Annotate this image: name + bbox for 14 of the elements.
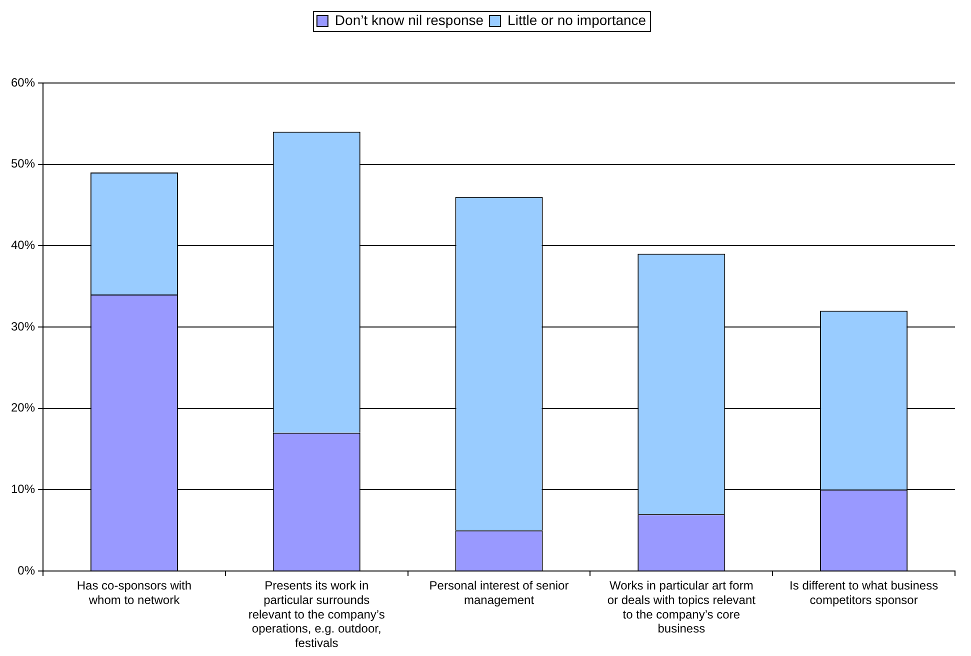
y-tick-label: 60% xyxy=(10,75,36,90)
y-tick-label: 10% xyxy=(10,482,36,496)
x-tick-label: Works in particular art form or deals with topics relevant to the company’s core business xyxy=(607,578,756,636)
legend-label: Don’t know nil response xyxy=(334,12,484,28)
y-tick-label: 50% xyxy=(10,156,36,171)
x-tick-label: Has co-sponsors with whom to network xyxy=(76,578,192,607)
y-tick-label: 0% xyxy=(18,563,36,578)
y-tick-label: 40% xyxy=(10,238,36,252)
legend-label: Little or no importance xyxy=(508,12,646,28)
y-tick-label: 30% xyxy=(10,319,36,334)
y-tick-label: 20% xyxy=(10,400,36,415)
x-tick-label: Presents its work in particular surrounds relevant to the company’s operations, e.g. outdoor, festivals xyxy=(248,578,385,650)
x-tick-label: Is different to what business competitors sponsor xyxy=(790,578,938,607)
x-tick-label: Personal interest of senior management xyxy=(429,578,569,607)
